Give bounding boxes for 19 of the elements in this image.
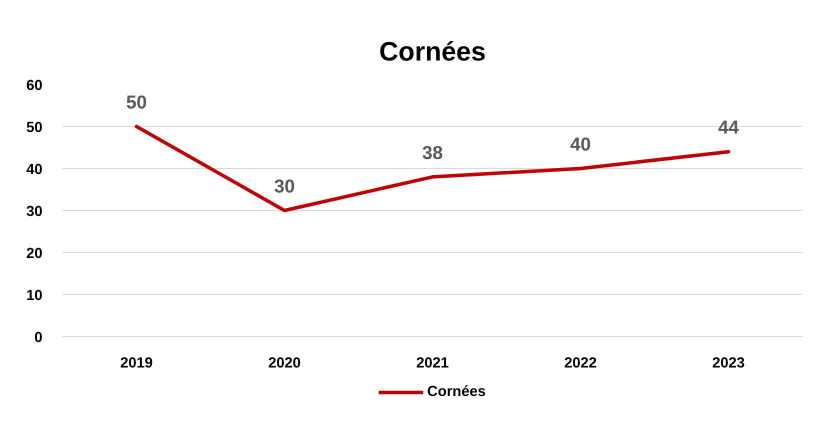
- data-label: 38: [422, 142, 443, 163]
- y-tick-label: 0: [34, 330, 43, 346]
- data-label: 44: [718, 116, 740, 138]
- legend-label: Cornées: [427, 384, 486, 400]
- data-label: 30: [274, 176, 295, 196]
- y-tick-label: 10: [26, 288, 43, 304]
- data-label: 40: [570, 134, 591, 154]
- x-tick-label: 2020: [268, 356, 301, 372]
- chart-title: Cornées: [379, 36, 486, 66]
- x-tick-label: 2019: [120, 356, 153, 372]
- x-tick-label: 2022: [564, 356, 597, 372]
- x-tick-label: 2021: [416, 356, 449, 372]
- y-tick-label: 30: [26, 204, 43, 220]
- y-tick-label: 50: [26, 120, 43, 136]
- y-tick-label: 20: [26, 246, 43, 262]
- x-tick-label: 2023: [712, 356, 745, 372]
- y-tick-label: 60: [26, 78, 43, 94]
- data-label: 50: [126, 92, 147, 112]
- y-tick-label: 40: [26, 162, 43, 178]
